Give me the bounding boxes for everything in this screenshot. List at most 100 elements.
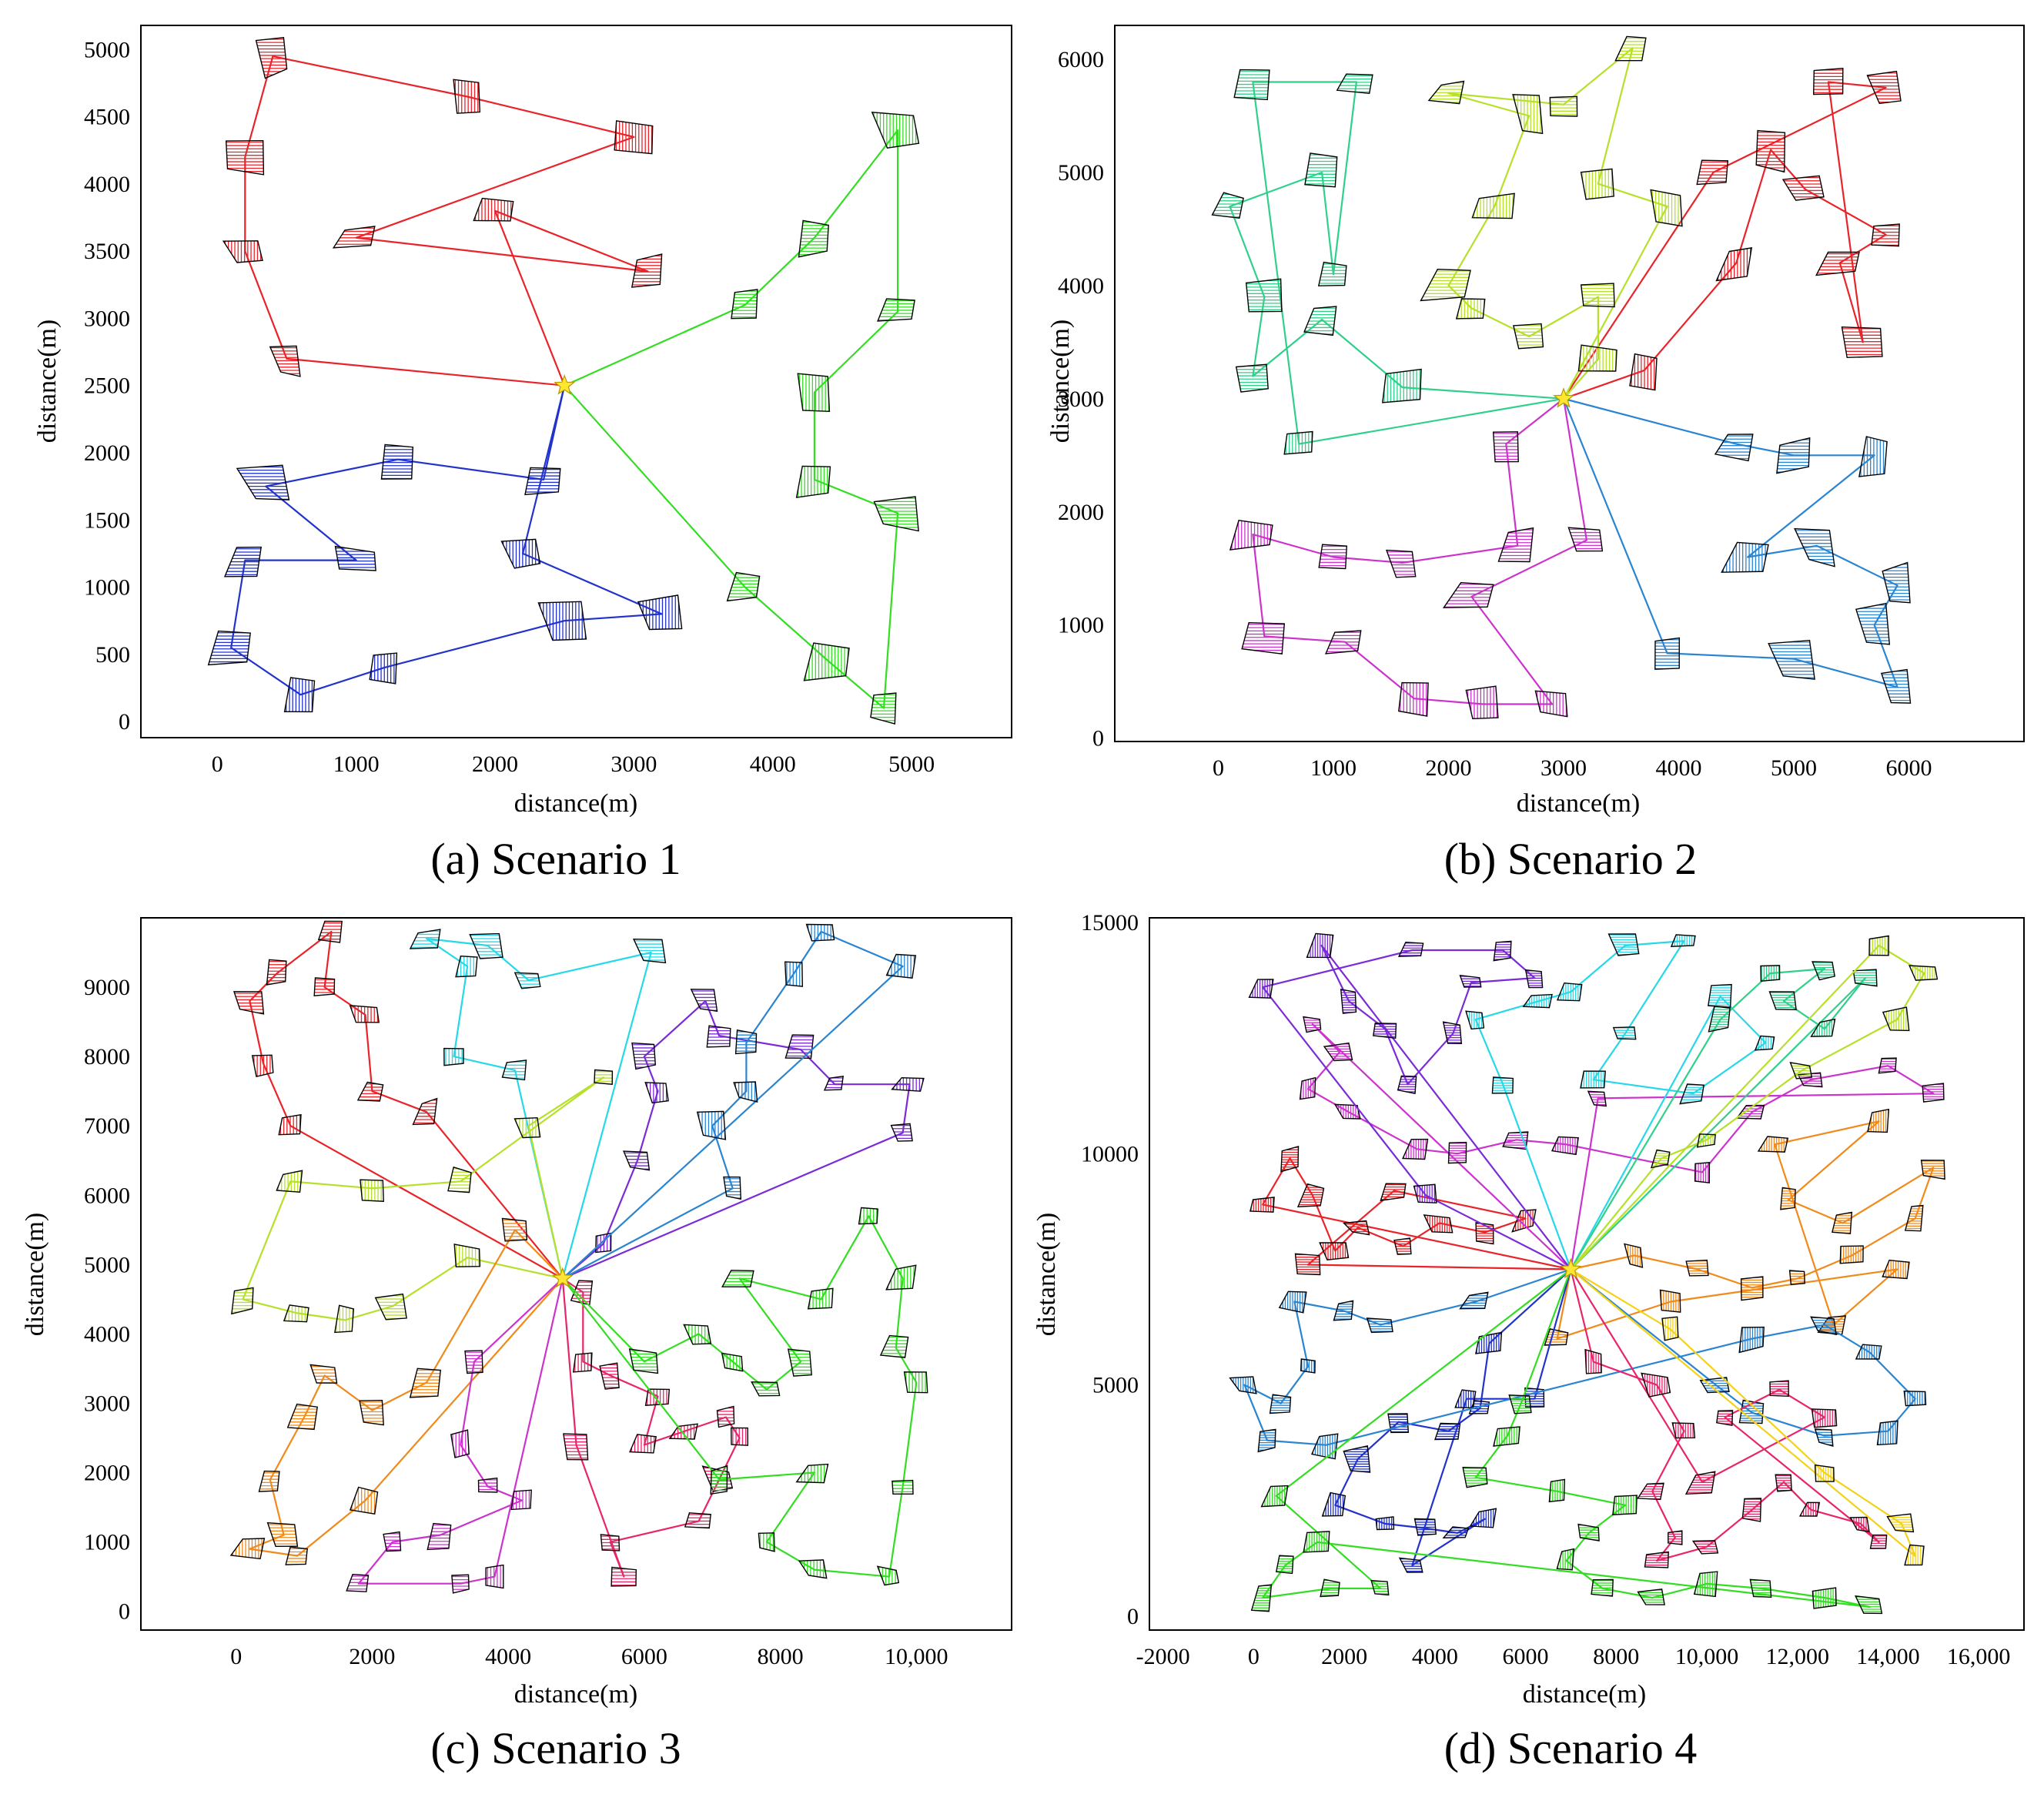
- region-outline: [885, 1264, 917, 1290]
- route-purple: [1248, 932, 1572, 1270]
- route-path: [1563, 81, 1887, 400]
- y-tick-labels: 0 5000 10000 15000: [1081, 910, 1139, 1629]
- y-tick-label: 3000: [84, 306, 130, 331]
- hatch-lines: [1467, 686, 1497, 719]
- region-outline: [684, 1512, 711, 1529]
- region-outline: [1775, 1474, 1792, 1492]
- region-outline: [1497, 527, 1534, 563]
- region-outline: [1650, 189, 1683, 227]
- coverage-region: [1320, 1578, 1340, 1598]
- region-outline: [1794, 527, 1835, 567]
- coverage-region: [797, 373, 831, 413]
- x-tick-label: 10,000: [1675, 1644, 1739, 1669]
- region-outline: [1866, 70, 1902, 105]
- region-outline: [631, 253, 663, 288]
- depot-star-icon: [554, 374, 576, 395]
- route-lime: [231, 1069, 614, 1334]
- y-tick-label: 1500: [84, 507, 130, 533]
- coverage-region: [1434, 1422, 1461, 1441]
- coverage-region: [276, 1170, 303, 1193]
- plot-frame: [140, 917, 1012, 1631]
- x-tick-label: 5000: [1771, 755, 1817, 781]
- coverage-region: [885, 1264, 917, 1290]
- coverage-region: [1775, 1474, 1792, 1492]
- coverage-region: [1241, 621, 1286, 654]
- coverage-region: [1794, 527, 1835, 567]
- route-path: [249, 1229, 564, 1557]
- hatch-lines: [717, 1408, 734, 1428]
- region-outline: [207, 630, 251, 666]
- route-lime: [1420, 35, 1683, 400]
- hatch-lines: [1304, 307, 1336, 335]
- route-blue: [1321, 1268, 1572, 1573]
- route-blue: [207, 385, 683, 713]
- region-outline: [1868, 935, 1889, 956]
- region-outline: [1858, 436, 1888, 477]
- region-outline: [701, 1465, 734, 1492]
- region-outline: [1580, 168, 1614, 200]
- region-outline: [1591, 1578, 1614, 1597]
- region-outline: [1612, 1495, 1638, 1515]
- coverage-region: [721, 1270, 754, 1287]
- coverage-region: [1716, 1410, 1734, 1427]
- region-outline: [1370, 1579, 1390, 1596]
- region-outline: [1260, 1485, 1289, 1508]
- region-outline: [1549, 95, 1578, 117]
- coverage-region: [1904, 1544, 1925, 1566]
- coverage-region: [1420, 268, 1471, 302]
- coverage-region: [286, 1403, 318, 1431]
- hatch-lines: [1444, 584, 1494, 608]
- coverage-region: [1868, 935, 1889, 956]
- x-axis-label: distance(m): [514, 789, 638, 818]
- region-outline: [251, 1054, 274, 1078]
- coverage-region: [346, 1573, 370, 1592]
- y-axis-label: distance(m): [21, 1213, 49, 1337]
- region-outline: [1788, 1270, 1805, 1286]
- region-outline: [1904, 1204, 1924, 1232]
- coverage-region: [255, 37, 288, 79]
- hatch-lines: [731, 290, 758, 318]
- coverage-region: [1299, 1076, 1316, 1100]
- region-outline: [286, 1403, 318, 1431]
- hatch-lines: [1231, 520, 1272, 551]
- coverage-region: [1849, 1516, 1870, 1533]
- region-outline: [464, 1350, 483, 1374]
- coverage-region: [1577, 1523, 1600, 1542]
- region-outline: [229, 1538, 266, 1560]
- route-sky: [1562, 397, 1912, 704]
- region-outline: [892, 1479, 914, 1495]
- region-outline: [1832, 1211, 1853, 1234]
- region-outline: [668, 1423, 698, 1440]
- coverage-region: [447, 1166, 472, 1193]
- region-outline: [1738, 1326, 1765, 1354]
- region-outline: [473, 197, 514, 222]
- hatch-lines: [1400, 682, 1427, 717]
- coverage-region: [1318, 544, 1348, 570]
- hatch-lines: [1708, 985, 1732, 1008]
- coverage-region: [1841, 326, 1883, 359]
- hatch-lines: [1905, 1545, 1924, 1565]
- coverage-region: [1311, 1433, 1339, 1460]
- region-outline: [1366, 1317, 1393, 1334]
- region-outline: [1303, 306, 1337, 336]
- region-outline: [1871, 223, 1900, 247]
- region-outline: [1375, 1516, 1395, 1531]
- hatch-lines: [1513, 325, 1544, 349]
- coverage-region: [1275, 1555, 1294, 1575]
- coverage-region: [269, 345, 301, 377]
- hatch-lines: [1246, 280, 1282, 310]
- coverage-region: [1372, 1023, 1397, 1039]
- region-outline: [1336, 73, 1373, 95]
- coverage-region: [1738, 1326, 1765, 1354]
- coverage-region: [1614, 35, 1647, 62]
- route-cyan: [409, 929, 667, 1279]
- region-outline: [690, 989, 718, 1013]
- y-tick-label: 1000: [1058, 613, 1104, 638]
- hatch-lines: [1420, 270, 1470, 301]
- coverage-region: [1694, 1162, 1711, 1183]
- region-outline: [1275, 1555, 1294, 1575]
- coverage-region: [572, 1352, 593, 1373]
- region-outline: [1513, 323, 1544, 350]
- plot-frame: [1114, 25, 2025, 742]
- coverage-region: [450, 1429, 470, 1458]
